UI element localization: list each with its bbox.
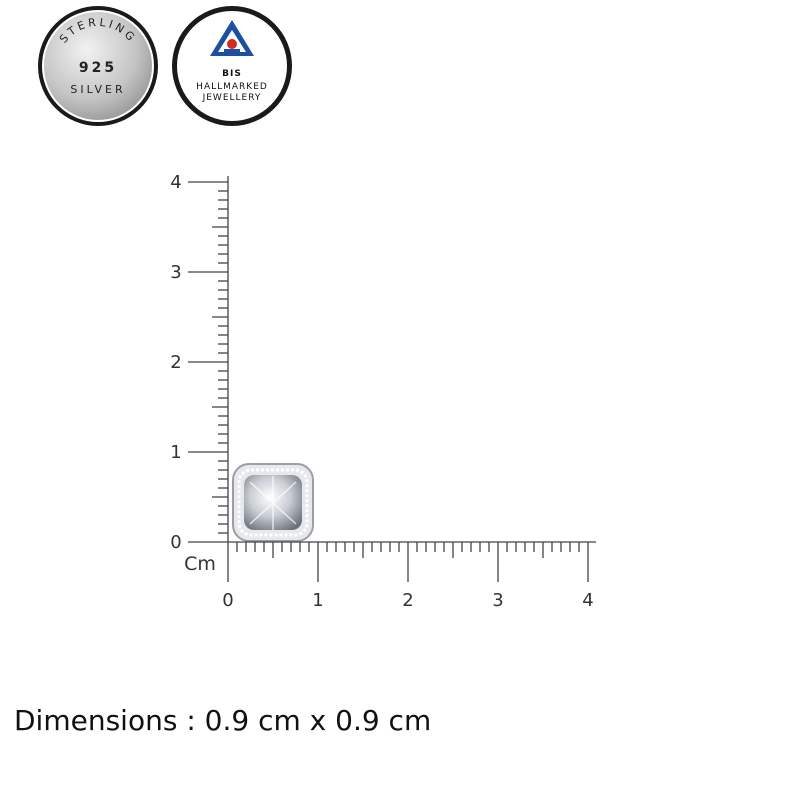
badge-text: BIS [222,69,242,79]
caption: Dimensions : 0.9 cm x 0.9 cm [14,704,431,737]
badge-text: HALLMARKED [196,82,268,92]
silver-badge: STERLING 925 SILVER [38,6,158,126]
ruler-unit: Cm [184,553,216,575]
badge-text: 925 [79,60,117,76]
y-label: 1 [170,442,181,463]
y-label: 3 [170,262,181,283]
bis-badge: BIS HALLMARKED JEWELLERY [172,6,292,126]
badge-text: SILVER [70,83,125,96]
y-label: 0 [170,532,181,553]
badge-text: JEWELLERY [202,93,262,103]
y-label: 2 [170,352,181,373]
earring [232,463,314,542]
y-label: 4 [170,172,181,193]
x-label: 2 [402,590,413,611]
x-label: 1 [312,590,323,611]
x-label: 4 [582,590,593,611]
x-label: 3 [492,590,503,611]
x-label: 0 [222,590,233,611]
